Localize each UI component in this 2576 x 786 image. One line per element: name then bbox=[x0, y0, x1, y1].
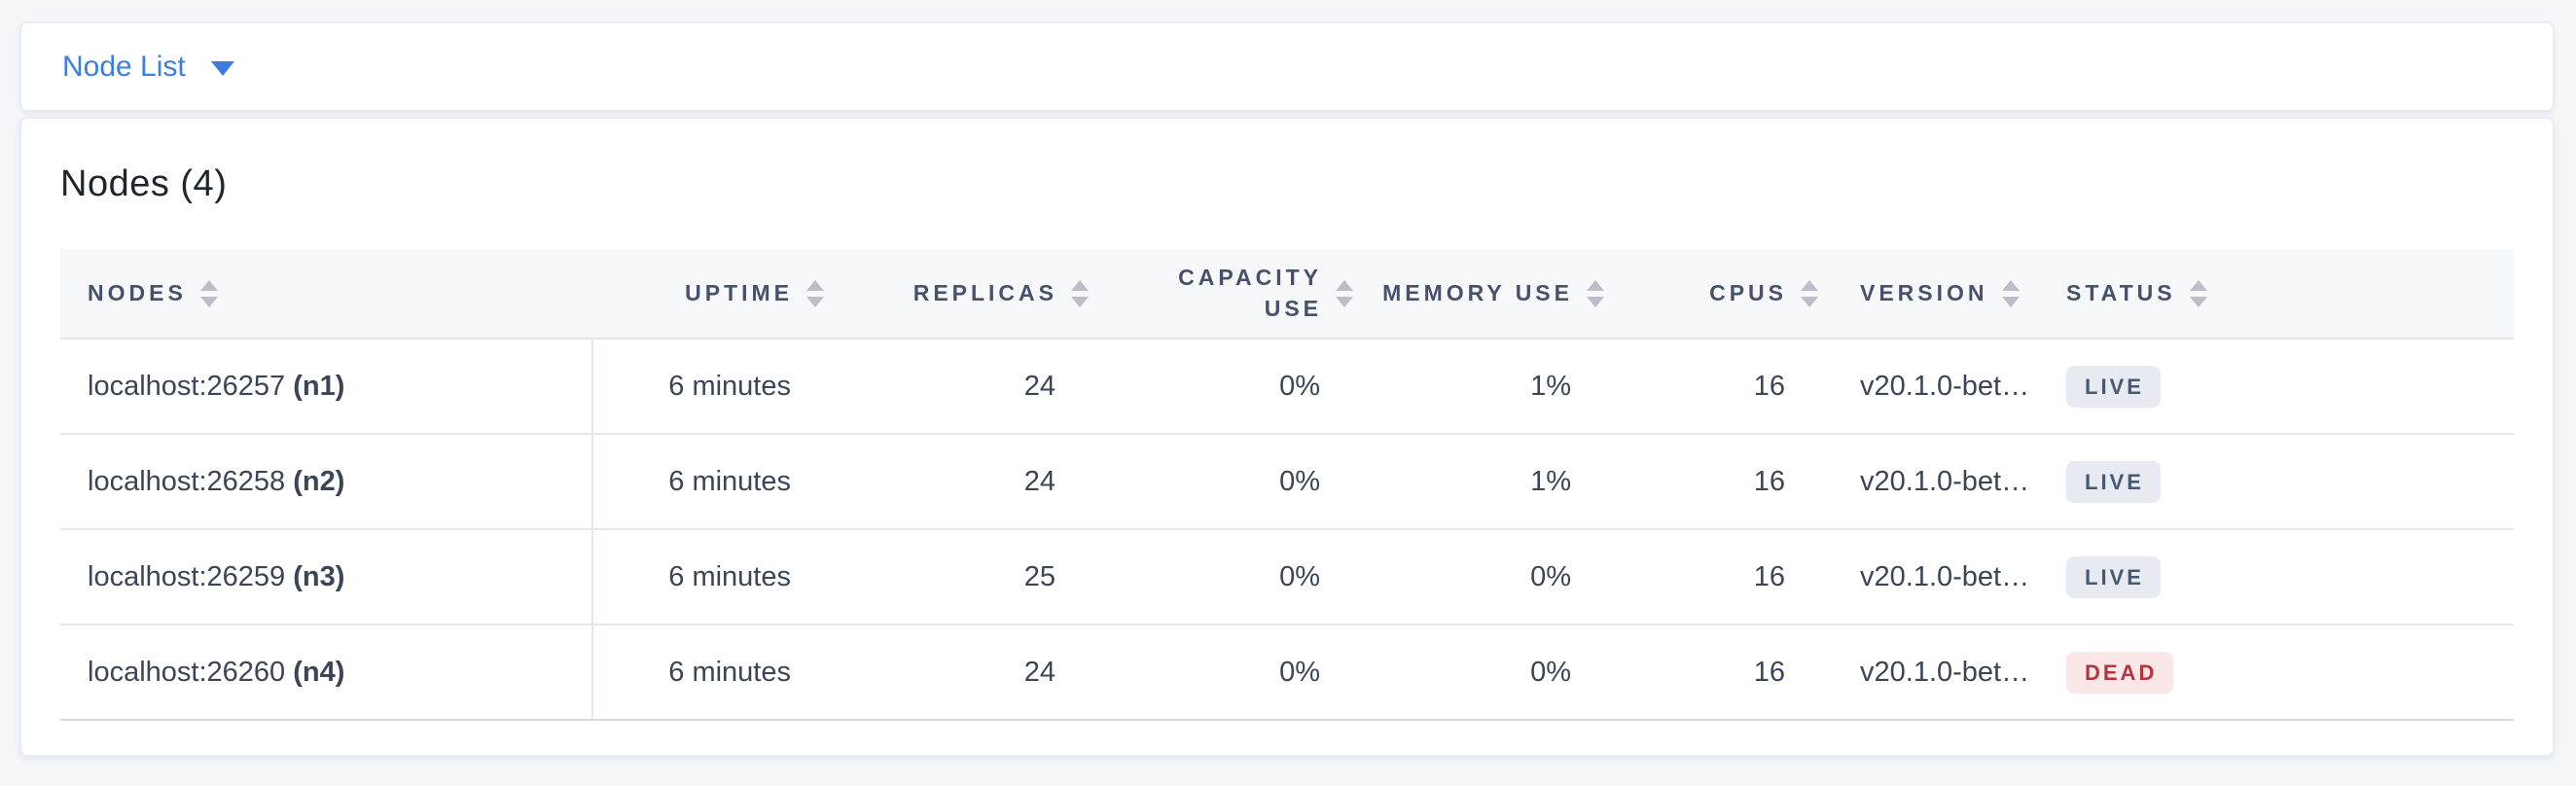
cell-status: LIVE bbox=[2036, 339, 2514, 434]
node-address: localhost:26258 bbox=[88, 465, 286, 497]
column-label: UPTIME bbox=[685, 280, 793, 305]
cell-cpus: 16 bbox=[1753, 560, 1785, 592]
table-row: localhost:26259 (n3) 6 minutes 25 0% 0% … bbox=[60, 529, 2514, 625]
cell-uptime: 6 minutes bbox=[668, 370, 791, 402]
cell-node-address: localhost:26260 (n4) bbox=[60, 625, 593, 720]
cell-memory-use: 0% bbox=[1530, 560, 1571, 592]
node-address: localhost:26259 bbox=[88, 560, 286, 592]
column-header-capacity-use[interactable]: CAPACITY USE bbox=[1100, 249, 1365, 339]
column-header-status[interactable]: STATUS bbox=[2036, 249, 2514, 339]
sort-icon[interactable] bbox=[1587, 279, 1604, 307]
cell-node-address: localhost:26258 (n2) bbox=[60, 434, 593, 529]
cell-node-address: localhost:26259 (n3) bbox=[60, 529, 593, 625]
column-label: CPUS bbox=[1709, 280, 1787, 305]
node-list-dropdown[interactable]: Node List bbox=[62, 50, 234, 83]
cell-version: v20.1.0-bet… bbox=[1860, 656, 2030, 688]
cell-cpus: 16 bbox=[1753, 370, 1785, 402]
column-label: NODES bbox=[88, 280, 187, 305]
cell-memory-use: 1% bbox=[1530, 465, 1571, 497]
column-label: REPLICAS bbox=[912, 280, 1057, 305]
status-badge: DEAD bbox=[2066, 651, 2174, 694]
status-badge: LIVE bbox=[2066, 555, 2161, 598]
cell-memory-use: 1% bbox=[1530, 370, 1571, 402]
sort-icon[interactable] bbox=[1336, 279, 1353, 307]
nodes-panel: Nodes (4) NODES UPTIME bbox=[19, 117, 2555, 757]
cell-cpus: 16 bbox=[1753, 656, 1785, 688]
column-label: CAPACITY USE bbox=[1178, 265, 1322, 321]
cell-status: DEAD bbox=[2036, 625, 2514, 720]
column-header-uptime[interactable]: UPTIME bbox=[592, 249, 836, 339]
nodes-table: NODES UPTIME REPLICAS bbox=[60, 249, 2514, 721]
cell-replicas: 24 bbox=[1023, 656, 1055, 688]
cell-capacity-use: 0% bbox=[1279, 656, 1320, 688]
node-address: localhost:26257 bbox=[88, 370, 286, 402]
status-badge: LIVE bbox=[2066, 365, 2161, 408]
cell-capacity-use: 0% bbox=[1279, 465, 1320, 497]
chevron-down-icon bbox=[210, 60, 234, 76]
node-address: localhost:26260 bbox=[88, 656, 286, 688]
node-id: (n3) bbox=[293, 560, 345, 592]
table-row: localhost:26260 (n4) 6 minutes 24 0% 0% … bbox=[60, 625, 2514, 720]
node-list-dropdown-label: Node List bbox=[62, 50, 186, 83]
sort-icon[interactable] bbox=[2189, 279, 2207, 307]
column-label: VERSION bbox=[1860, 280, 1988, 305]
column-header-version[interactable]: VERSION bbox=[1830, 249, 2036, 339]
sort-icon[interactable] bbox=[1801, 279, 1818, 307]
table-row: localhost:26257 (n1) 6 minutes 24 0% 1% … bbox=[60, 339, 2514, 434]
column-label: STATUS bbox=[2066, 280, 2176, 305]
cell-node-address: localhost:26257 (n1) bbox=[60, 339, 593, 434]
table-header-row: NODES UPTIME REPLICAS bbox=[60, 249, 2514, 339]
sort-icon[interactable] bbox=[2001, 279, 2020, 307]
cell-replicas: 24 bbox=[1023, 370, 1055, 402]
view-selector-bar: Node List bbox=[19, 21, 2555, 112]
cell-replicas: 25 bbox=[1023, 560, 1055, 592]
cell-version: v20.1.0-bet… bbox=[1860, 370, 2030, 402]
cell-version: v20.1.0-bet… bbox=[1860, 560, 2030, 592]
cell-status: LIVE bbox=[2036, 529, 2514, 625]
column-header-replicas[interactable]: REPLICAS bbox=[836, 249, 1100, 339]
cell-capacity-use: 0% bbox=[1279, 370, 1320, 402]
cell-uptime: 6 minutes bbox=[668, 465, 791, 497]
cell-replicas: 24 bbox=[1023, 465, 1055, 497]
node-id: (n4) bbox=[293, 656, 345, 688]
sort-icon[interactable] bbox=[199, 279, 218, 307]
cell-cpus: 16 bbox=[1753, 465, 1785, 497]
cell-memory-use: 0% bbox=[1530, 656, 1571, 688]
cell-version: v20.1.0-bet… bbox=[1860, 465, 2030, 497]
node-id: (n1) bbox=[293, 370, 345, 402]
cell-capacity-use: 0% bbox=[1279, 560, 1320, 592]
cell-uptime: 6 minutes bbox=[668, 656, 791, 688]
page-title: Nodes (4) bbox=[60, 163, 228, 204]
status-badge: LIVE bbox=[2066, 460, 2161, 503]
column-header-cpus[interactable]: CPUS bbox=[1616, 249, 1830, 339]
column-label: MEMORY USE bbox=[1382, 280, 1573, 305]
cell-uptime: 6 minutes bbox=[668, 560, 791, 592]
cell-status: LIVE bbox=[2036, 434, 2514, 529]
column-header-nodes[interactable]: NODES bbox=[60, 249, 592, 339]
sort-icon[interactable] bbox=[806, 279, 824, 307]
sort-icon[interactable] bbox=[1071, 279, 1089, 307]
column-header-memory-use[interactable]: MEMORY USE bbox=[1365, 249, 1616, 339]
node-id: (n2) bbox=[293, 465, 345, 497]
table-row: localhost:26258 (n2) 6 minutes 24 0% 1% … bbox=[60, 434, 2514, 529]
